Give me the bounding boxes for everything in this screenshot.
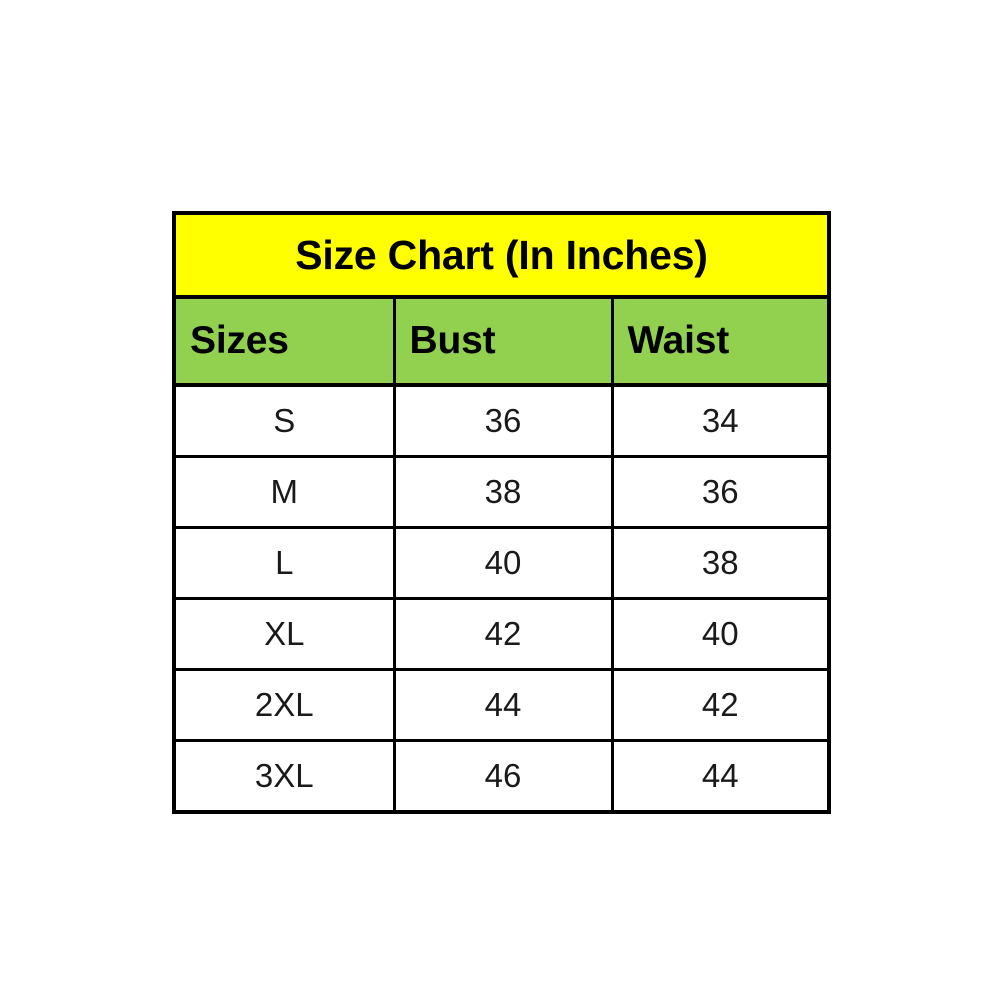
column-header-row: Sizes Bust Waist: [174, 297, 830, 387]
cell-bust: 40: [394, 527, 614, 600]
cell-waist: 44: [612, 740, 830, 812]
cell-waist: 42: [612, 669, 830, 742]
column-header-bust: Bust: [394, 297, 614, 387]
cell-bust: 36: [394, 385, 614, 458]
cell-waist: 34: [612, 385, 830, 458]
table-row: M 38 36: [174, 456, 830, 529]
table-row: 3XL 46 44: [174, 740, 830, 812]
table-row: S 36 34: [174, 385, 830, 458]
chart-title: Size Chart (In Inches): [174, 213, 830, 299]
cell-waist: 36: [612, 456, 830, 529]
column-header-waist: Waist: [612, 297, 830, 387]
cell-size: L: [174, 527, 396, 600]
cell-size: XL: [174, 598, 396, 671]
cell-size: 2XL: [174, 669, 396, 742]
size-chart-header-group: Size Chart (In Inches) Sizes Bust Waist: [174, 213, 830, 387]
table-row: L 40 38: [174, 527, 830, 600]
cell-size: S: [174, 385, 396, 458]
chart-title-row: Size Chart (In Inches): [174, 213, 830, 299]
cell-bust: 42: [394, 598, 614, 671]
cell-size: M: [174, 456, 396, 529]
table-row: 2XL 44 42: [174, 669, 830, 742]
table-row: XL 42 40: [174, 598, 830, 671]
size-chart-body: S 36 34 M 38 36 L 40 38 XL 42 40 2XL 44: [174, 385, 830, 812]
size-chart-table: Size Chart (In Inches) Sizes Bust Waist …: [172, 211, 832, 814]
cell-bust: 46: [394, 740, 614, 812]
cell-waist: 40: [612, 598, 830, 671]
cell-waist: 38: [612, 527, 830, 600]
column-header-sizes: Sizes: [174, 297, 396, 387]
cell-bust: 38: [394, 456, 614, 529]
cell-bust: 44: [394, 669, 614, 742]
cell-size: 3XL: [174, 740, 396, 812]
